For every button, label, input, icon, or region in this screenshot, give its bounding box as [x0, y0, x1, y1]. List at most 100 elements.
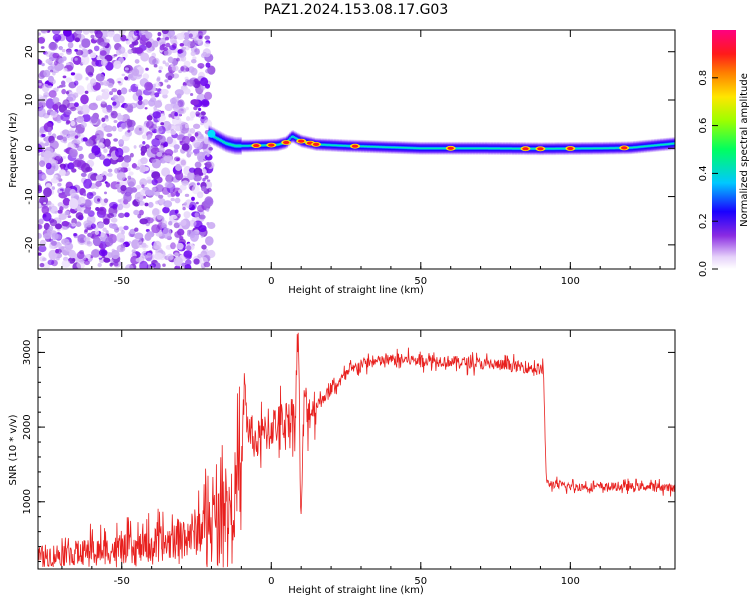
- noise-blob: [187, 133, 192, 138]
- noise-blob: [87, 232, 93, 238]
- noise-blob: [146, 46, 153, 53]
- signal-band-segment: [510, 142, 513, 155]
- noise-blob: [117, 114, 124, 121]
- noise-blob: [101, 91, 110, 100]
- noise-blob: [39, 262, 45, 268]
- x-tick-label: 100: [561, 576, 580, 587]
- signal-band-segment: [277, 138, 280, 152]
- signal-band-segment: [577, 142, 580, 155]
- signal-band-segment: [506, 142, 508, 155]
- spectrogram-noise: [38, 30, 216, 269]
- noise-blob: [107, 172, 113, 177]
- noise-blob: [115, 183, 122, 189]
- signal-band-segment: [547, 142, 550, 156]
- noise-blob: [56, 176, 61, 180]
- noise-blob: [206, 153, 210, 157]
- signal-band-segment: [591, 141, 594, 155]
- signal-band-segment: [238, 136, 241, 155]
- noise-blob: [110, 262, 115, 265]
- signal-band-segment: [657, 138, 659, 152]
- noise-blob: [161, 43, 166, 47]
- signal-band-segment: [544, 142, 547, 156]
- noise-blob: [41, 133, 46, 138]
- signal-band-segment: [474, 141, 477, 155]
- signal-band-segment: [609, 141, 612, 155]
- noise-blob: [95, 180, 102, 187]
- signal-band-segment: [534, 142, 537, 156]
- noise-blob: [152, 40, 159, 48]
- signal-band-segment: [386, 140, 389, 154]
- noise-blob: [165, 36, 169, 41]
- signal-band-segment: [585, 141, 588, 155]
- noise-blob: [51, 186, 55, 191]
- noise-blob: [80, 54, 90, 66]
- snr-panel: -50 0 50 100 1000 2000 3000 Height of straight…: [8, 329, 676, 596]
- signal-band-segment: [610, 141, 613, 155]
- noise-blob: [109, 201, 118, 209]
- signal-band-segment: [580, 141, 583, 155]
- signal-band-segment: [516, 142, 519, 156]
- noise-blob: [99, 208, 104, 212]
- signal-band-segment: [480, 141, 483, 155]
- signal-band-segment: [555, 142, 558, 156]
- noise-blob: [59, 190, 63, 194]
- signal-peak-core: [522, 147, 529, 151]
- noise-blob: [127, 167, 131, 171]
- noise-blob: [132, 200, 138, 206]
- noise-blob: [181, 180, 189, 186]
- signal-band-segment: [426, 141, 429, 155]
- signal-band-segment: [637, 140, 640, 154]
- noise-blob: [48, 42, 58, 51]
- noise-blob: [198, 172, 204, 176]
- signal-band-segment: [414, 141, 417, 155]
- noise-blob: [196, 191, 204, 199]
- noise-blob: [151, 138, 161, 147]
- noise-blob: [85, 139, 94, 147]
- noise-blob: [83, 220, 93, 228]
- noise-blob: [45, 162, 52, 170]
- noise-blob: [123, 155, 132, 163]
- noise-blob: [120, 105, 125, 108]
- noise-blob: [206, 197, 213, 204]
- noise-blob: [167, 75, 173, 81]
- signal-band-segment: [232, 136, 235, 155]
- noise-blob: [85, 76, 89, 81]
- colorbar-gradient: [712, 30, 736, 269]
- noise-blob: [151, 224, 161, 234]
- noise-blob: [183, 250, 193, 258]
- noise-blob: [94, 150, 102, 158]
- signal-band-segment: [404, 141, 407, 155]
- noise-blob: [63, 163, 70, 171]
- signal-band-segment: [229, 135, 232, 154]
- noise-blob: [90, 78, 97, 86]
- noise-blob: [125, 264, 134, 269]
- signal-band-segment: [513, 142, 516, 156]
- noise-blob: [148, 56, 157, 65]
- signal-band-segment: [217, 130, 220, 148]
- noise-blob: [61, 80, 66, 86]
- noise-blob: [65, 109, 72, 116]
- spectrogram-ylabel: Frequency (Hz): [8, 112, 19, 188]
- y-tick-label: 10: [24, 94, 35, 107]
- noise-blob: [205, 83, 210, 89]
- noise-blob: [187, 171, 195, 181]
- noise-blob: [121, 146, 130, 153]
- signal-band-segment: [592, 141, 595, 155]
- noise-blob: [189, 201, 197, 211]
- noise-blob: [180, 55, 187, 62]
- noise-blob: [174, 89, 184, 97]
- noise-blob: [123, 225, 129, 231]
- noise-blob: [133, 209, 140, 216]
- signal-band-segment: [645, 139, 647, 153]
- noise-blob: [86, 241, 91, 245]
- noise-blob: [121, 134, 130, 142]
- noise-blob: [194, 152, 198, 156]
- signal-band-segment: [660, 138, 662, 152]
- noise-blob: [67, 41, 74, 49]
- signal-band-segment: [485, 141, 487, 155]
- noise-blob: [146, 136, 151, 140]
- signal-band-segment: [215, 129, 218, 148]
- signal-band-segment: [666, 137, 668, 151]
- noise-blob: [174, 112, 178, 117]
- noise-blob: [124, 67, 129, 71]
